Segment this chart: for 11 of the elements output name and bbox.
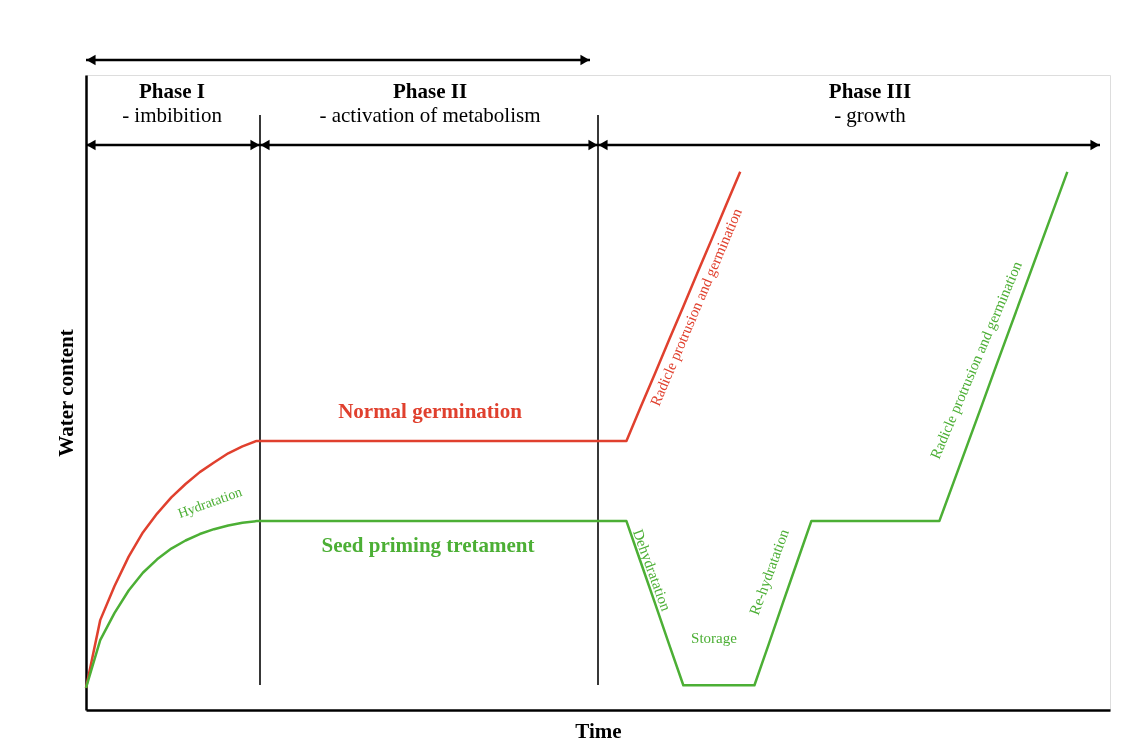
text: - growth <box>834 103 907 127</box>
annotation: Storage <box>691 630 738 646</box>
text: Phase III <box>828 79 912 103</box>
x-axis-title: Time <box>575 718 622 743</box>
series-label: Seed priming tretament <box>321 533 535 557</box>
text: - activation of metabolism <box>319 103 541 127</box>
text: - imbibition <box>122 103 223 127</box>
text: Phase II <box>392 79 468 103</box>
text: Phase I <box>139 79 205 103</box>
y-axis-title: Water content <box>53 329 78 457</box>
series-label: Normal germination <box>338 399 523 423</box>
